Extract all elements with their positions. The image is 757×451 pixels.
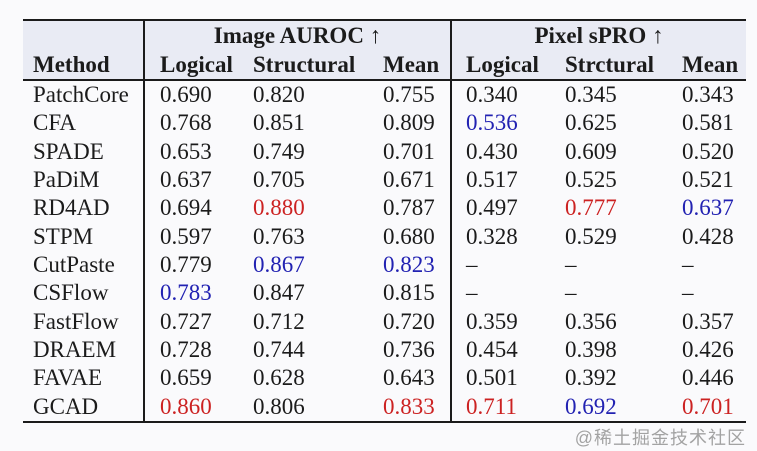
value-cell: 0.680 <box>383 223 435 249</box>
value-cell: 0.823 <box>383 252 435 278</box>
value-cell: 0.637 <box>682 195 734 221</box>
corner-empty-cell <box>23 21 143 51</box>
value-cell: 0.701 <box>682 393 734 419</box>
col-header-pixel-structural: Strctural <box>550 51 667 81</box>
value-cell: – <box>450 279 550 308</box>
value-cell: 0.328 <box>450 222 550 251</box>
value-cell: – <box>450 250 550 280</box>
value-cell: – <box>682 252 694 278</box>
value-cell: 0.356 <box>565 308 617 334</box>
value-cell: 0.398 <box>565 337 617 363</box>
method-cell: CutPaste <box>33 252 115 278</box>
value-cell: 0.736 <box>383 337 435 363</box>
value-cell: 0.690 <box>143 81 238 110</box>
watermark-text: @稀土掘金技术社区 <box>574 428 746 448</box>
value-cell: 0.851 <box>253 110 305 136</box>
value-cell: 0.625 <box>565 110 617 136</box>
value-cell: 0.787 <box>383 195 435 221</box>
method-cell: SPADE <box>33 138 104 164</box>
value-cell: 0.497 <box>450 194 550 223</box>
value-cell: 0.847 <box>253 280 305 306</box>
method-cell: FastFlow <box>33 308 119 334</box>
value-cell: 0.357 <box>682 308 734 334</box>
value-cell: 0.609 <box>565 138 617 164</box>
value-cell: 0.525 <box>565 167 617 193</box>
value-cell: 0.833 <box>383 393 435 419</box>
value-cell: 0.653 <box>143 137 238 166</box>
value-cell: 0.643 <box>383 365 435 391</box>
value-cell: 0.426 <box>682 337 734 363</box>
value-cell: 0.520 <box>682 138 734 164</box>
value-cell: 0.806 <box>253 393 305 419</box>
method-cell: DRAEM <box>33 337 117 363</box>
value-cell: 0.430 <box>450 137 550 166</box>
value-cell: 0.536 <box>450 109 550 138</box>
value-cell: 0.880 <box>253 195 305 221</box>
group-header-image-auroc: Image AUROC ↑ <box>143 21 450 51</box>
value-cell: 0.529 <box>565 223 617 249</box>
value-cell: 0.779 <box>143 250 238 280</box>
col-header-pixel-mean: Mean <box>667 51 746 81</box>
value-cell: 0.860 <box>143 392 238 421</box>
value-cell: 0.628 <box>253 365 305 391</box>
value-cell: 0.428 <box>682 223 734 249</box>
value-cell: 0.501 <box>450 364 550 393</box>
value-cell: 0.671 <box>383 167 435 193</box>
value-cell: – <box>682 280 694 306</box>
value-cell: 0.340 <box>450 81 550 110</box>
value-cell: 0.777 <box>565 195 617 221</box>
value-cell: 0.659 <box>143 364 238 393</box>
value-cell: 0.345 <box>565 82 617 108</box>
value-cell: 0.755 <box>383 82 435 108</box>
value-cell: 0.749 <box>253 138 305 164</box>
value-cell: 0.694 <box>143 194 238 223</box>
value-cell: 0.763 <box>253 223 305 249</box>
method-cell: PatchCore <box>33 82 129 108</box>
col-header-method: Method <box>23 51 143 81</box>
value-cell: 0.637 <box>143 165 238 195</box>
value-cell: 0.727 <box>143 307 238 336</box>
method-cell: GCAD <box>33 393 99 419</box>
value-cell: 0.446 <box>682 365 734 391</box>
method-cell: FAVAE <box>33 365 103 391</box>
value-cell: 0.809 <box>383 110 435 136</box>
col-header-image-structural: Structural <box>238 51 368 81</box>
value-cell: 0.815 <box>383 280 435 306</box>
value-cell: 0.728 <box>143 335 238 365</box>
value-cell: 0.581 <box>682 110 734 136</box>
value-cell: 0.712 <box>253 308 305 334</box>
method-cell: RD4AD <box>33 195 110 221</box>
value-cell: 0.517 <box>450 165 550 195</box>
col-header-image-mean: Mean <box>368 51 450 81</box>
method-cell: STPM <box>33 223 94 249</box>
value-cell: 0.783 <box>143 279 238 308</box>
value-cell: 0.521 <box>682 167 734 193</box>
value-cell: 0.692 <box>565 393 617 419</box>
col-header-image-logical: Logical <box>143 51 238 81</box>
method-cell: CSFlow <box>33 280 109 306</box>
value-cell: 0.454 <box>450 335 550 365</box>
value-cell: 0.720 <box>383 308 435 334</box>
value-cell: 0.867 <box>253 252 305 278</box>
value-cell: 0.359 <box>450 307 550 336</box>
value-cell: 0.744 <box>253 337 305 363</box>
value-cell: 0.705 <box>253 167 305 193</box>
method-cell: PaDiM <box>33 167 100 193</box>
value-cell: 0.768 <box>143 109 238 138</box>
method-cell: CFA <box>33 110 77 136</box>
value-cell: – <box>565 252 577 278</box>
value-cell: 0.701 <box>383 138 435 164</box>
value-cell: – <box>565 280 577 306</box>
value-cell: 0.711 <box>450 392 550 421</box>
col-header-pixel-logical: Logical <box>450 51 550 81</box>
results-table: Image AUROC ↑ Pixel sPRO ↑ Method Logica… <box>23 19 746 423</box>
value-cell: 0.343 <box>682 82 734 108</box>
value-cell: 0.597 <box>143 222 238 251</box>
value-cell: 0.392 <box>565 365 617 391</box>
value-cell: 0.820 <box>253 82 305 108</box>
group-header-pixel-spro: Pixel sPRO ↑ <box>450 21 746 51</box>
